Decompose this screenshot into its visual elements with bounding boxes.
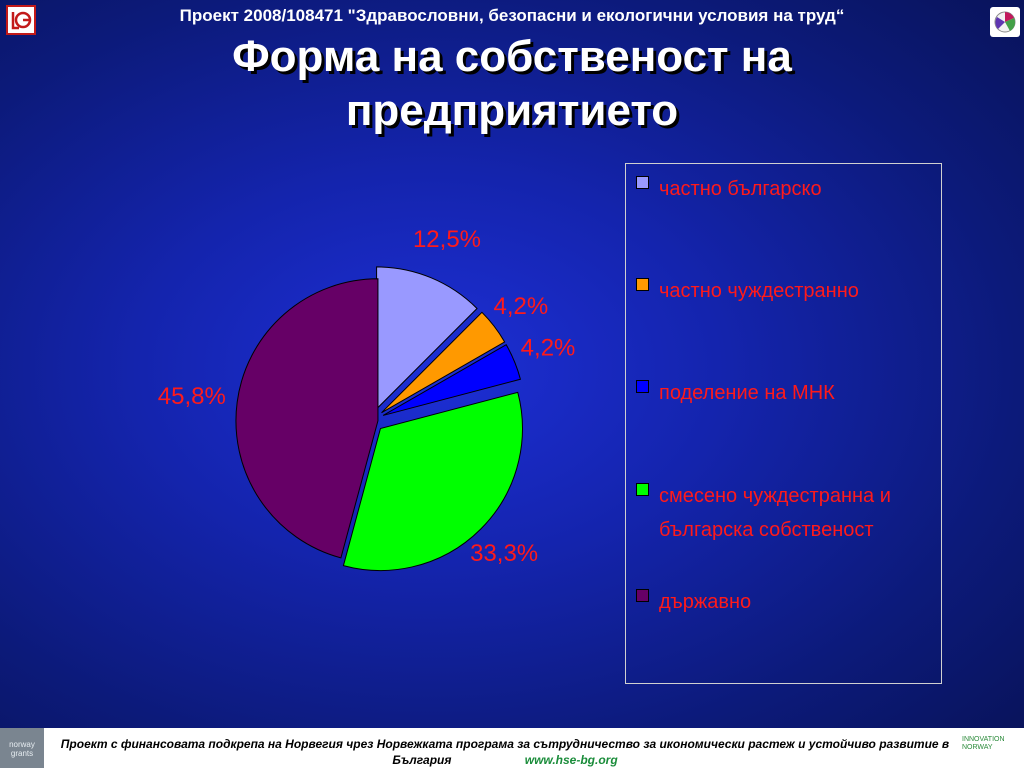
legend-label: частно чуждестранно: [659, 280, 859, 302]
legend-item: смесено чуждестранна и българска собстве…: [636, 479, 932, 547]
legend-label: частно българско: [659, 178, 822, 200]
data-label: 33,3%: [470, 540, 538, 567]
pie-slice: [382, 344, 522, 416]
legend-item: държавно: [636, 585, 932, 619]
pie-slice: [376, 266, 478, 411]
partner-logo-icon: [990, 7, 1020, 37]
legend-swatch: [636, 278, 649, 291]
legend-swatch: [636, 380, 649, 393]
legend-label: поделение на МНК: [659, 382, 835, 404]
legend-item: частно чуждестранно: [636, 274, 932, 308]
pie-slice: [235, 278, 379, 559]
pie-chart: 12,5% 4,2% 4,2% 33,3% 45,8%: [158, 226, 576, 571]
data-label: 12,5%: [413, 226, 481, 253]
legend-item: частно българско: [636, 172, 932, 206]
footer-left-logo-text: norway grants: [9, 740, 35, 758]
footer-url-link[interactable]: www.hse-bg.org: [524, 753, 618, 767]
data-label: 4,2%: [521, 335, 576, 362]
page-title: Форма на собственост на предприятието: [40, 30, 984, 138]
legend-label: държавно: [659, 591, 752, 613]
chart-legend: частно българско частно чуждестранно под…: [625, 163, 942, 684]
footer-right-logo-text: INNOVATION NORWAY: [962, 736, 1005, 751]
title-line-1: Форма на собственост на: [232, 32, 792, 81]
legend-swatch: [636, 176, 649, 189]
norway-grants-logo-icon: norway grants: [0, 728, 44, 768]
pie-slice: [342, 391, 523, 571]
organization-logo-icon: [6, 5, 36, 35]
legend-swatch: [636, 483, 649, 496]
footer: norway grants Проект с финансовата подкр…: [0, 728, 1024, 768]
footer-statement: Проект с финансовата подкрепа на Норвеги…: [60, 737, 950, 767]
data-label: 45,8%: [158, 383, 226, 410]
pie-slice: [381, 311, 506, 414]
legend-swatch: [636, 589, 649, 602]
title-line-2: предприятието: [345, 86, 679, 135]
data-label: 4,2%: [493, 293, 548, 320]
legend-label: смесено чуждестранна и българска собстве…: [659, 485, 891, 541]
innovation-norway-logo-icon: INNOVATION NORWAY: [962, 736, 1018, 766]
footer-text: Проект с финансовата подкрепа на Норвеги…: [52, 736, 958, 768]
legend-item: поделение на МНК: [636, 376, 932, 410]
project-line: Проект 2008/108471 "Здравословни, безопа…: [179, 6, 845, 25]
